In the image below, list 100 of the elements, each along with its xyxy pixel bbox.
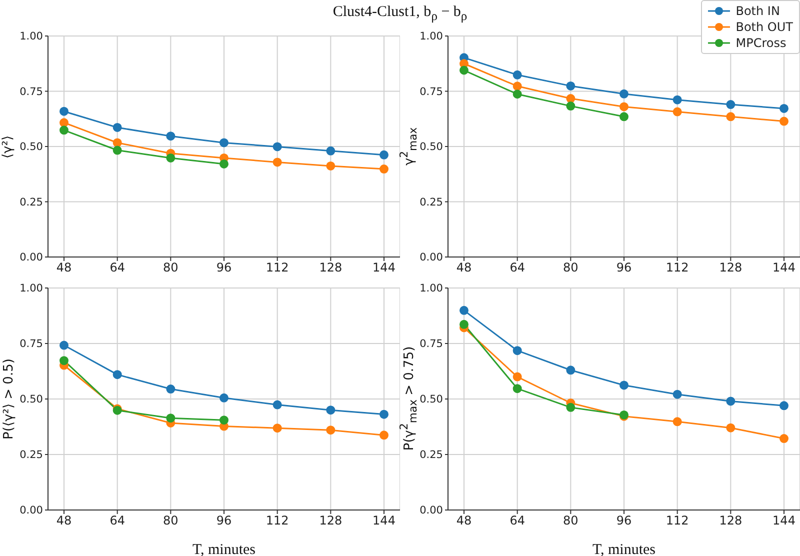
point	[566, 366, 576, 375]
y-tick-label: 1.00	[20, 30, 43, 43]
x-tick-label: 48	[456, 514, 472, 528]
point	[272, 424, 282, 433]
point	[726, 396, 736, 406]
point	[220, 416, 228, 425]
point	[272, 158, 282, 167]
x-tick-label: 48	[56, 514, 72, 528]
x-tick-label: 144	[372, 514, 396, 528]
y-axis-title: P(⟨γ²⟩ > 0.5)	[1, 358, 16, 439]
x-tick-label: 144	[772, 514, 796, 528]
point	[672, 390, 682, 399]
point	[60, 118, 68, 128]
point	[166, 384, 176, 394]
point	[380, 410, 388, 419]
y-tick-label: 0.75	[420, 86, 443, 98]
point	[512, 372, 522, 382]
point	[60, 356, 68, 366]
point	[326, 161, 336, 170]
point	[380, 150, 388, 160]
x-tick-label: 128	[719, 260, 742, 275]
y-tick-label: 0.75	[20, 338, 43, 350]
x-tick-label: 112	[666, 260, 689, 275]
y-tick-label: 0.75	[420, 338, 443, 350]
point	[460, 320, 468, 329]
point	[620, 380, 628, 390]
point	[272, 400, 282, 410]
point	[566, 102, 576, 111]
y-tick-label: 0.25	[20, 196, 43, 208]
point	[166, 414, 176, 423]
point	[326, 146, 336, 156]
point	[780, 104, 788, 113]
point	[726, 423, 736, 432]
y-tick-label: 0.25	[420, 449, 443, 462]
point	[272, 142, 282, 152]
x-tick-label: 112	[266, 260, 289, 275]
x-tick-label: 64	[110, 260, 125, 275]
point	[326, 426, 336, 435]
y-axis-title: ⟨γ²⟩	[1, 134, 16, 158]
y-tick-label: 1.00	[420, 30, 443, 43]
y-tick-label: 0.50	[20, 141, 43, 154]
point	[166, 132, 176, 141]
point	[672, 417, 682, 426]
point	[620, 112, 628, 122]
x-tick-label: 64	[510, 260, 525, 275]
x-axis-title: T, minutes	[592, 542, 656, 556]
point	[112, 122, 122, 132]
point	[60, 340, 68, 350]
y-tick-label: 0.50	[20, 394, 43, 406]
x-tick-label: 48	[456, 260, 472, 275]
x-tick-label: 96	[616, 514, 632, 528]
point	[380, 430, 388, 440]
y-tick-label: 0.75	[20, 86, 43, 98]
point	[512, 70, 522, 80]
chart-title: Clust4-Clust1, b$_{ρ}$ − b$_{ρ}$	[332, 4, 468, 23]
legend-label: Both OUT	[736, 19, 793, 35]
point	[726, 112, 736, 122]
point	[566, 94, 576, 104]
point	[672, 107, 682, 116]
x-tick-label: 48	[56, 260, 72, 275]
x-tick-label: 80	[163, 260, 178, 275]
legend-label: MPCross	[736, 35, 786, 51]
y-tick-label: 0.00	[420, 504, 443, 517]
point	[326, 406, 336, 415]
y-tick-label: 0.00	[20, 252, 43, 264]
point	[512, 82, 522, 91]
point	[220, 138, 228, 148]
point	[60, 126, 68, 135]
point	[380, 164, 388, 174]
x-tick-label: 112	[266, 514, 289, 528]
x-tick-label: 96	[216, 514, 232, 528]
x-tick-label: 128	[319, 260, 342, 275]
x-tick-label: 96	[616, 260, 632, 275]
x-tick-label: 96	[216, 260, 232, 275]
x-tick-label: 64	[510, 514, 525, 528]
y-tick-label: 1.00	[420, 282, 443, 295]
point	[780, 401, 788, 410]
point	[780, 434, 788, 444]
point	[512, 90, 522, 99]
point	[620, 89, 628, 98]
x-tick-label: 112	[666, 514, 689, 528]
point	[112, 370, 122, 380]
point	[672, 95, 682, 104]
point	[780, 116, 788, 126]
x-tick-label: 144	[772, 260, 796, 275]
y-tick-label: 0.50	[420, 394, 443, 406]
y-tick-label: 0.25	[20, 449, 43, 462]
x-tick-label: 80	[563, 514, 578, 528]
y-tick-label: 1.00	[20, 282, 43, 295]
x-tick-label: 128	[319, 514, 342, 528]
point	[566, 402, 576, 412]
point	[112, 146, 122, 155]
legend-label: Both IN	[736, 3, 780, 19]
x-axis-title: T, minutes	[192, 542, 256, 556]
point	[620, 102, 628, 112]
point	[220, 393, 228, 402]
point	[60, 106, 68, 116]
y-tick-label: 0.25	[420, 196, 443, 208]
x-tick-label: 80	[563, 260, 578, 275]
y-tick-label: 0.50	[420, 141, 443, 154]
